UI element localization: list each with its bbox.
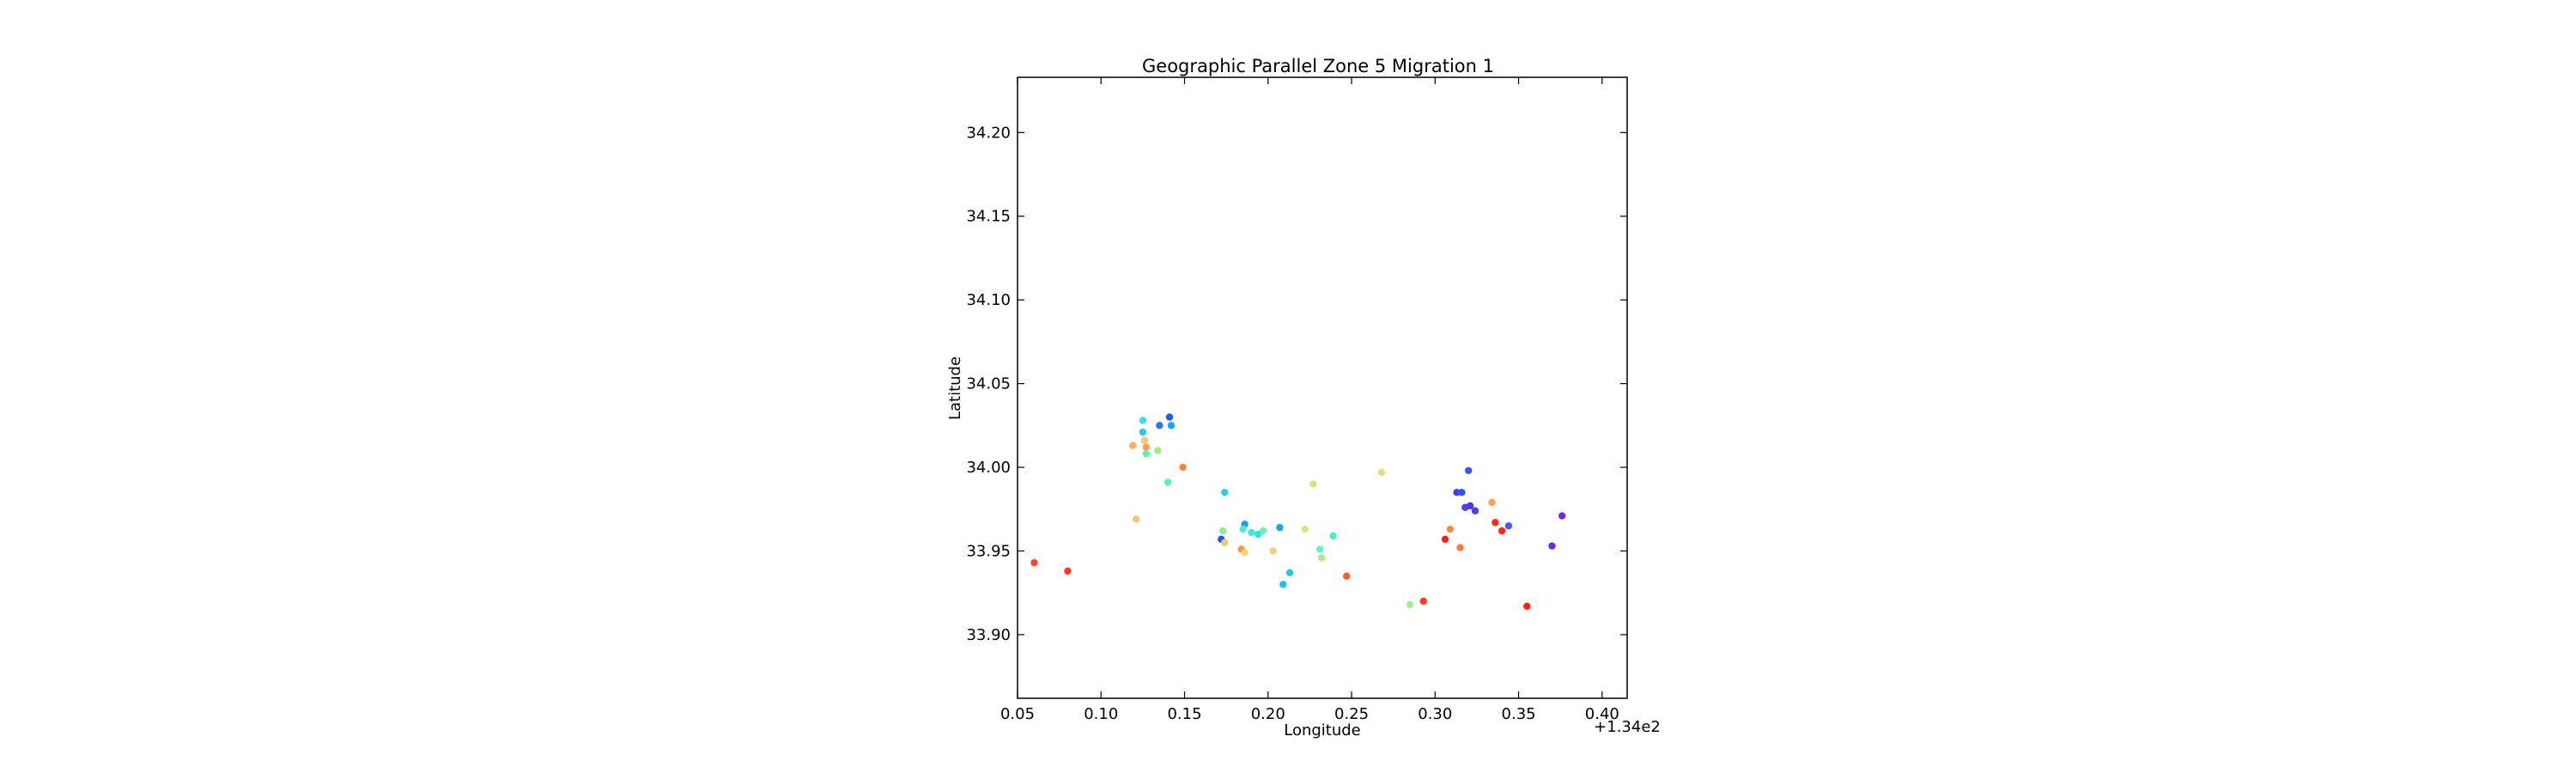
data-point xyxy=(1179,463,1187,472)
chart-title: Geographic Parallel Zone 5 Migration 1 xyxy=(1142,56,1494,76)
data-point xyxy=(1465,466,1473,475)
y-axis-title: Latitude xyxy=(946,356,964,420)
x-tick-label: 0.05 xyxy=(1000,705,1035,723)
data-points xyxy=(1030,413,1566,611)
data-point xyxy=(1466,502,1474,510)
data-point xyxy=(1163,478,1172,486)
data-point xyxy=(1492,519,1499,526)
data-point xyxy=(1329,532,1337,540)
x-tick-label: 0.25 xyxy=(1334,705,1369,723)
data-point xyxy=(1453,489,1461,496)
x-tick-label: 0.10 xyxy=(1084,705,1118,723)
data-point xyxy=(1406,600,1414,609)
data-point xyxy=(1219,526,1227,535)
x-axis-offset-label: +1.34e2 xyxy=(1594,718,1661,736)
data-point xyxy=(1471,507,1479,514)
data-point xyxy=(1132,515,1140,523)
data-point xyxy=(1419,597,1427,606)
data-point xyxy=(1309,480,1317,488)
y-tick-label: 34.15 xyxy=(966,208,1011,226)
plot-area: 0.05 0.10 0.15 0.20 0.25 0.30 0.35 0.40 33.9033… xyxy=(966,76,1628,723)
data-point xyxy=(1456,544,1464,551)
data-point xyxy=(1064,567,1072,575)
data-point xyxy=(1030,558,1038,567)
y-axis-ticks: 33.90 33.95 34.00 34.05 34.10 34.15 34.20 xyxy=(966,124,1627,644)
data-point xyxy=(1142,443,1150,451)
data-point xyxy=(1441,535,1449,544)
x-axis-ticks: 0.05 0.10 0.15 0.20 0.25 0.30 0.35 0.40 xyxy=(1000,77,1619,723)
data-point xyxy=(1221,489,1229,496)
x-tick-label: 0.30 xyxy=(1418,705,1452,723)
y-tick-label: 33.90 xyxy=(966,626,1011,644)
y-tick-label: 34.10 xyxy=(966,291,1011,309)
x-tick-label: 0.35 xyxy=(1502,705,1536,723)
data-point xyxy=(1558,512,1566,520)
data-point xyxy=(1285,569,1294,577)
x-tick-label: 0.15 xyxy=(1167,705,1201,723)
y-tick-label: 34.05 xyxy=(966,375,1011,393)
data-point xyxy=(1279,581,1287,588)
data-point xyxy=(1504,522,1513,530)
data-point xyxy=(1241,549,1249,557)
data-point xyxy=(1458,489,1466,496)
y-tick-label: 34.20 xyxy=(966,124,1011,142)
data-point xyxy=(1276,524,1284,532)
data-point xyxy=(1248,528,1255,537)
data-point xyxy=(1498,526,1506,535)
data-point xyxy=(1377,468,1386,477)
data-point xyxy=(1154,447,1162,454)
data-point xyxy=(1259,526,1267,535)
data-point xyxy=(1548,542,1556,550)
data-point xyxy=(1140,436,1149,445)
data-point xyxy=(1523,602,1531,611)
y-tick-label: 33.95 xyxy=(966,543,1011,561)
data-point xyxy=(1142,450,1150,458)
data-point xyxy=(1156,422,1163,429)
x-axis-title: Longitude xyxy=(1284,721,1361,740)
plot-frame xyxy=(1017,76,1628,699)
data-point xyxy=(1167,422,1176,429)
data-point xyxy=(1446,525,1455,533)
data-point xyxy=(1315,545,1324,553)
data-point xyxy=(1343,572,1351,580)
data-point xyxy=(1317,554,1326,562)
data-point xyxy=(1139,428,1147,436)
data-point xyxy=(1488,498,1496,507)
data-point xyxy=(1221,539,1229,546)
data-point xyxy=(1139,417,1147,424)
y-tick-label: 34.00 xyxy=(966,459,1011,477)
data-point xyxy=(1269,547,1277,555)
data-point xyxy=(1165,413,1174,421)
data-point xyxy=(1239,525,1247,533)
data-point xyxy=(1301,525,1309,533)
data-point xyxy=(1129,441,1137,449)
x-tick-label: 0.20 xyxy=(1251,705,1285,723)
x-tick-label: 0.40 xyxy=(1585,705,1619,723)
